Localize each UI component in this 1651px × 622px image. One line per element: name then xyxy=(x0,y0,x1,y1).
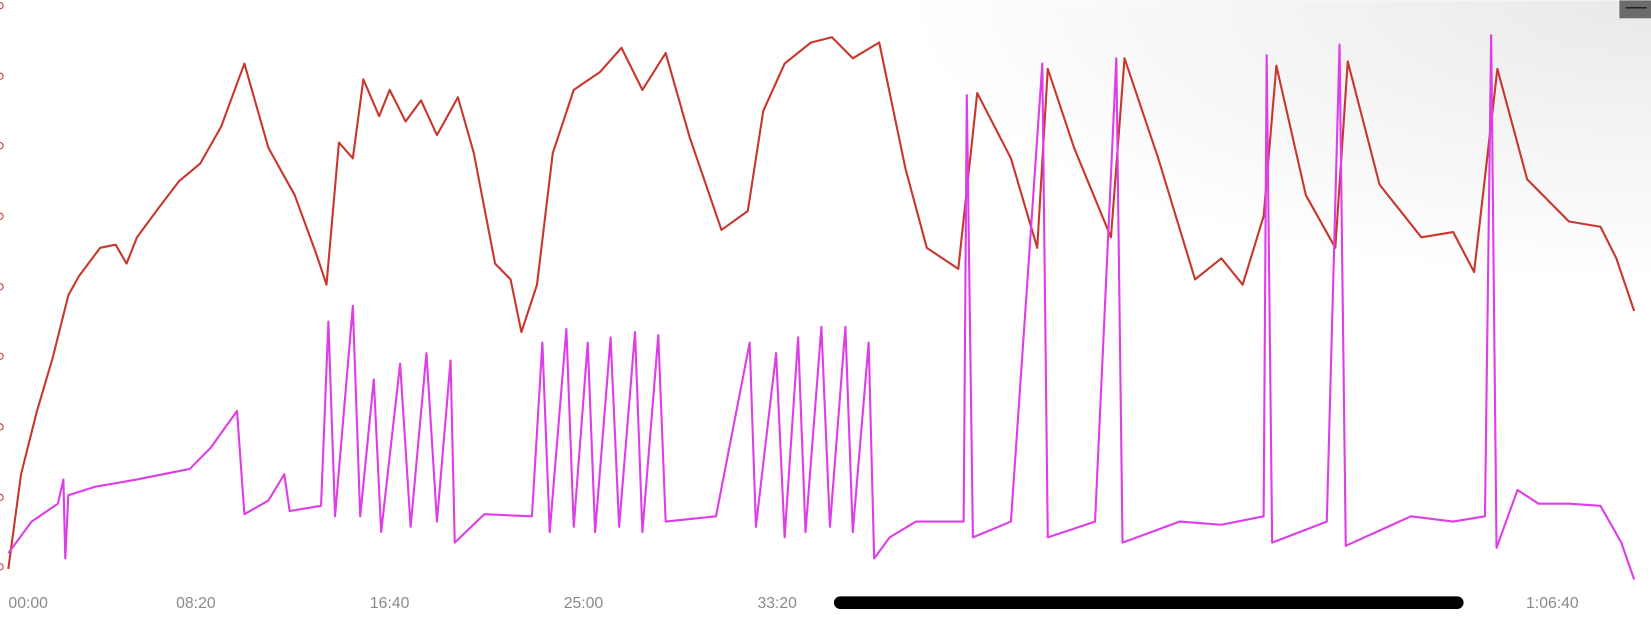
x-tick-label: 16:40 xyxy=(370,595,410,612)
x-tick-label: 00:00 xyxy=(8,595,48,612)
x-tick-label: 1:06:40 xyxy=(1526,595,1579,612)
series-line xyxy=(7,36,1636,570)
clipped-y-labels xyxy=(0,1,4,571)
menu-button[interactable] xyxy=(1619,0,1651,19)
plot-area: 00:00 08:20 16:40 25:00 33:20 1:06:40 xyxy=(7,34,1636,612)
x-tick-label: 33:20 xyxy=(757,595,797,612)
x-tick-label: 25:00 xyxy=(564,595,604,612)
home-indicator xyxy=(833,596,1464,609)
series-line xyxy=(7,34,1636,580)
x-tick-label: 08:20 xyxy=(176,595,216,612)
